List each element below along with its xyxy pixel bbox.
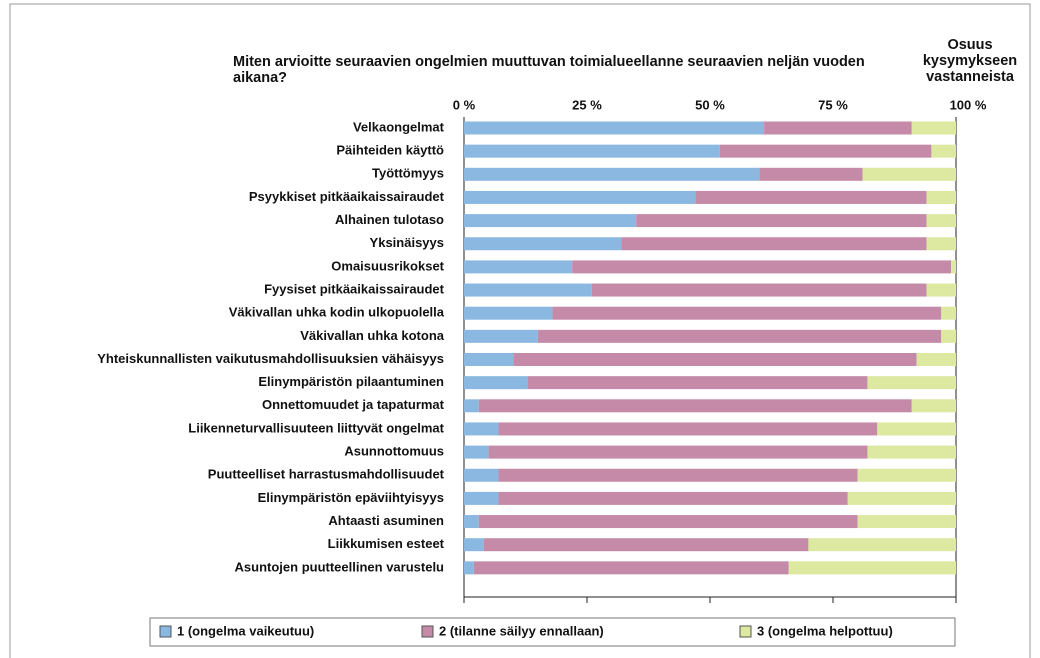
bar-segment	[759, 167, 863, 181]
bar-segment	[464, 399, 479, 413]
bar-segment	[464, 468, 499, 482]
bar-segment	[464, 561, 474, 575]
bar-segment	[857, 515, 956, 529]
bar-segment	[572, 260, 952, 274]
y-tick-label: Yksinäisyys	[370, 235, 444, 250]
bar-segment	[926, 190, 956, 204]
bar-segment	[931, 144, 956, 158]
bar-segment	[951, 260, 956, 274]
bar-segment	[621, 237, 927, 251]
bar-segment	[513, 353, 917, 366]
bar-segment	[478, 515, 858, 529]
legend-swatch	[421, 625, 434, 638]
bar-segment	[636, 214, 927, 228]
bar-segment	[464, 353, 514, 366]
bar-segment	[464, 445, 489, 459]
bar-segment	[473, 561, 789, 575]
legend-label: 2 (tilanne säilyy ennallaan)	[439, 623, 604, 638]
bar-segment	[847, 491, 956, 505]
y-tick-label: Puutteelliset harrastusmahdollisuudet	[208, 467, 445, 482]
bar-segment	[483, 538, 809, 552]
x-tick-label: 100 %	[950, 97, 987, 112]
chart-title: Miten arvioitte seuraavien ongelmien muu…	[233, 54, 865, 86]
x-tick-label: 50 %	[695, 97, 725, 112]
bar-segment	[591, 283, 927, 297]
y-tick-label: Ahtaasti asuminen	[328, 513, 444, 528]
x-tick-label: 25 %	[572, 97, 602, 112]
bar-segment	[857, 468, 956, 482]
y-tick-label: Yhteiskunnallisten vaikutusmahdollisuuks…	[97, 351, 444, 366]
bar-segment	[552, 306, 942, 320]
y-tick-label: Onnettomuudet ja tapaturmat	[262, 397, 445, 412]
frame	[9, 3, 1031, 658]
bar-segment	[498, 491, 848, 505]
side-label: Osuus kysymykseen vastanneista	[922, 37, 1018, 85]
y-tick-label: Elinympäristön epäviihtyisyys	[258, 490, 444, 505]
bar-segment	[464, 306, 553, 320]
bar-segment	[478, 399, 912, 413]
legend-swatch	[159, 625, 172, 638]
bar-segment	[695, 190, 927, 204]
bar-segment	[537, 329, 942, 343]
y-tick-label: Työttömyys	[372, 166, 444, 181]
bar-segment	[788, 561, 956, 575]
y-tick-label: Liikkumisen esteet	[328, 536, 445, 551]
legend-swatch	[739, 625, 752, 638]
y-tick-label: Liikenneturvallisuuteen liittyvät ongelm…	[188, 420, 444, 435]
bar-segment	[464, 167, 760, 181]
bar-segment	[862, 167, 956, 181]
bar-segment	[911, 121, 956, 135]
bar-segment	[941, 306, 956, 320]
y-tick-label: Väkivallan uhka kotona	[300, 328, 445, 343]
bar-segment	[464, 121, 765, 135]
x-tick-label: 75 %	[818, 97, 848, 112]
bar-segment	[527, 376, 868, 390]
y-tick-label: Velkaongelmat	[353, 119, 445, 134]
bar-segment	[911, 399, 956, 413]
y-tick-label: Asunnottomuus	[344, 444, 444, 459]
bar-segment	[916, 353, 956, 366]
bar-segment	[464, 515, 479, 529]
legend-box	[149, 617, 956, 647]
bar-segment	[498, 422, 878, 436]
legend-label: 1 (ongelma vaikeutuu)	[177, 623, 314, 638]
y-tick-label: Alhainen tulotaso	[335, 212, 444, 227]
bar-segment	[941, 329, 956, 343]
y-tick-label: Elinympäristön pilaantuminen	[258, 374, 444, 389]
bar-segment	[464, 422, 499, 436]
y-tick-label: Asuntojen puutteellinen varustelu	[235, 559, 445, 574]
bar-segment	[464, 260, 573, 274]
bar-segment	[926, 237, 956, 251]
y-tick-label: Psyykkiset pitkäaikaissairaudet	[249, 189, 445, 204]
bar-segment	[464, 237, 622, 251]
y-tick-label: Fyysiset pitkäaikaissairaudet	[264, 281, 445, 296]
bar-segment	[464, 538, 484, 552]
bar-segment	[464, 214, 637, 228]
bar-segment	[464, 283, 592, 297]
bar-segment	[488, 445, 868, 459]
x-tick-label: 0 %	[453, 97, 476, 112]
bar-segment	[926, 283, 956, 297]
bar-segment	[877, 422, 956, 436]
bar-segment	[498, 468, 858, 482]
bar-segment	[808, 538, 956, 552]
bar-segment	[464, 144, 720, 158]
bar-segment	[464, 491, 499, 505]
bar-segment	[867, 376, 956, 390]
y-tick-label: Päihteiden käyttö	[336, 143, 444, 158]
y-tick-label: Väkivallan uhka kodin ulkopuolella	[229, 305, 445, 320]
y-tick-label: Omaisuusrikokset	[331, 258, 444, 273]
bar-segment	[764, 121, 912, 135]
bar-segment	[464, 376, 528, 390]
bar-segment	[867, 445, 956, 459]
bar-segment	[719, 144, 932, 158]
legend-label: 3 (ongelma helpottuu)	[757, 623, 893, 638]
bar-segment	[464, 190, 696, 204]
bar-segment	[926, 214, 956, 228]
bar-segment	[464, 329, 538, 343]
